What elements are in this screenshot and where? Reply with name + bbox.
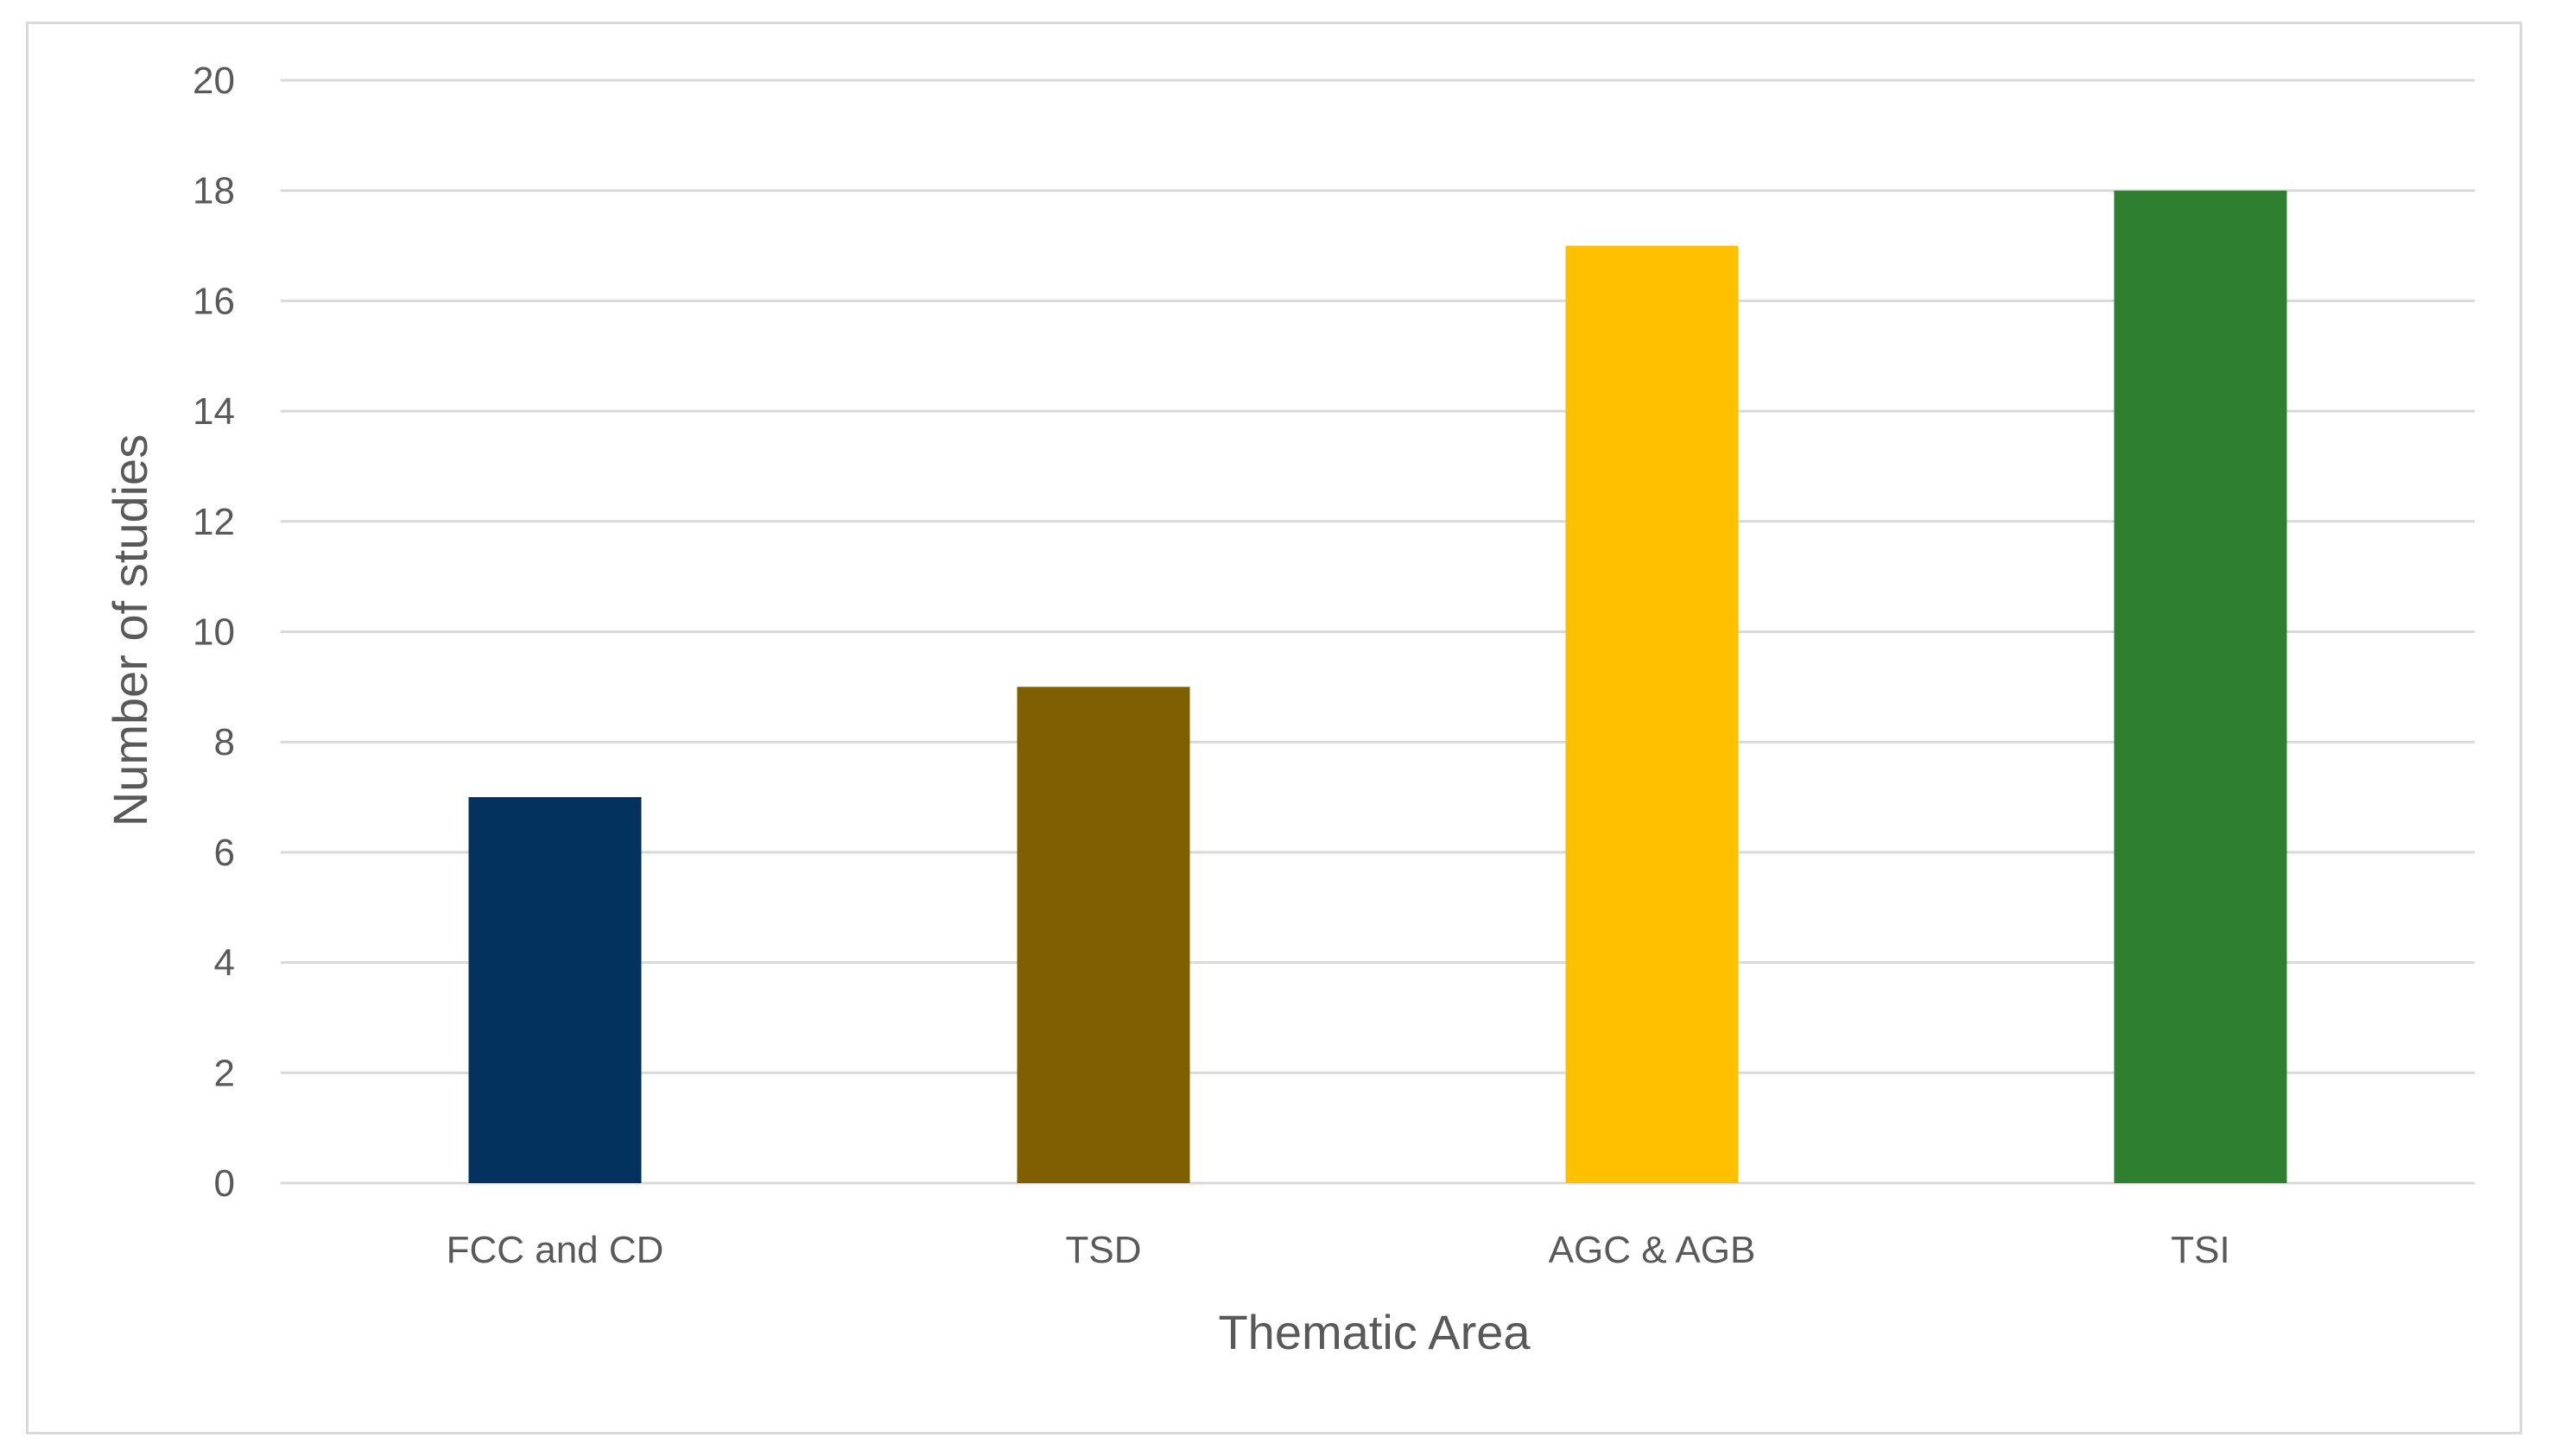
y-tick-label: 4 bbox=[214, 942, 235, 984]
bar bbox=[468, 797, 642, 1183]
y-tick-label: 10 bbox=[193, 611, 235, 654]
y-axis-ticks: 0 2 4 6 8 10 12 14 16 18 20 bbox=[193, 60, 235, 1205]
x-tick-label: TSD bbox=[1066, 1229, 1142, 1271]
y-tick-label: 14 bbox=[193, 390, 235, 433]
y-tick-label: 0 bbox=[214, 1162, 235, 1205]
bar bbox=[1565, 245, 1739, 1183]
gridlines bbox=[281, 79, 2475, 1185]
y-tick-label: 6 bbox=[214, 832, 235, 874]
y-tick-label: 20 bbox=[193, 60, 235, 102]
chart-frame bbox=[26, 22, 2522, 1434]
y-tick-label: 18 bbox=[193, 170, 235, 212]
x-tick-label: TSI bbox=[2171, 1229, 2229, 1271]
y-tick-label: 16 bbox=[193, 280, 235, 322]
x-tick-label: AGC & AGB bbox=[1549, 1229, 1756, 1271]
x-axis-ticks: FCC and CD TSD AGC & AGB TSI bbox=[447, 1229, 2230, 1271]
y-tick-label: 12 bbox=[193, 501, 235, 543]
bar bbox=[2114, 190, 2287, 1184]
x-tick-label: FCC and CD bbox=[447, 1229, 664, 1271]
x-axis-title: Thematic Area bbox=[1218, 1305, 1531, 1359]
y-tick-label: 8 bbox=[214, 721, 235, 763]
y-tick-label: 2 bbox=[214, 1052, 235, 1094]
bars bbox=[468, 190, 2287, 1184]
bar bbox=[1017, 687, 1190, 1183]
y-axis-title: Number of studies bbox=[103, 434, 157, 826]
